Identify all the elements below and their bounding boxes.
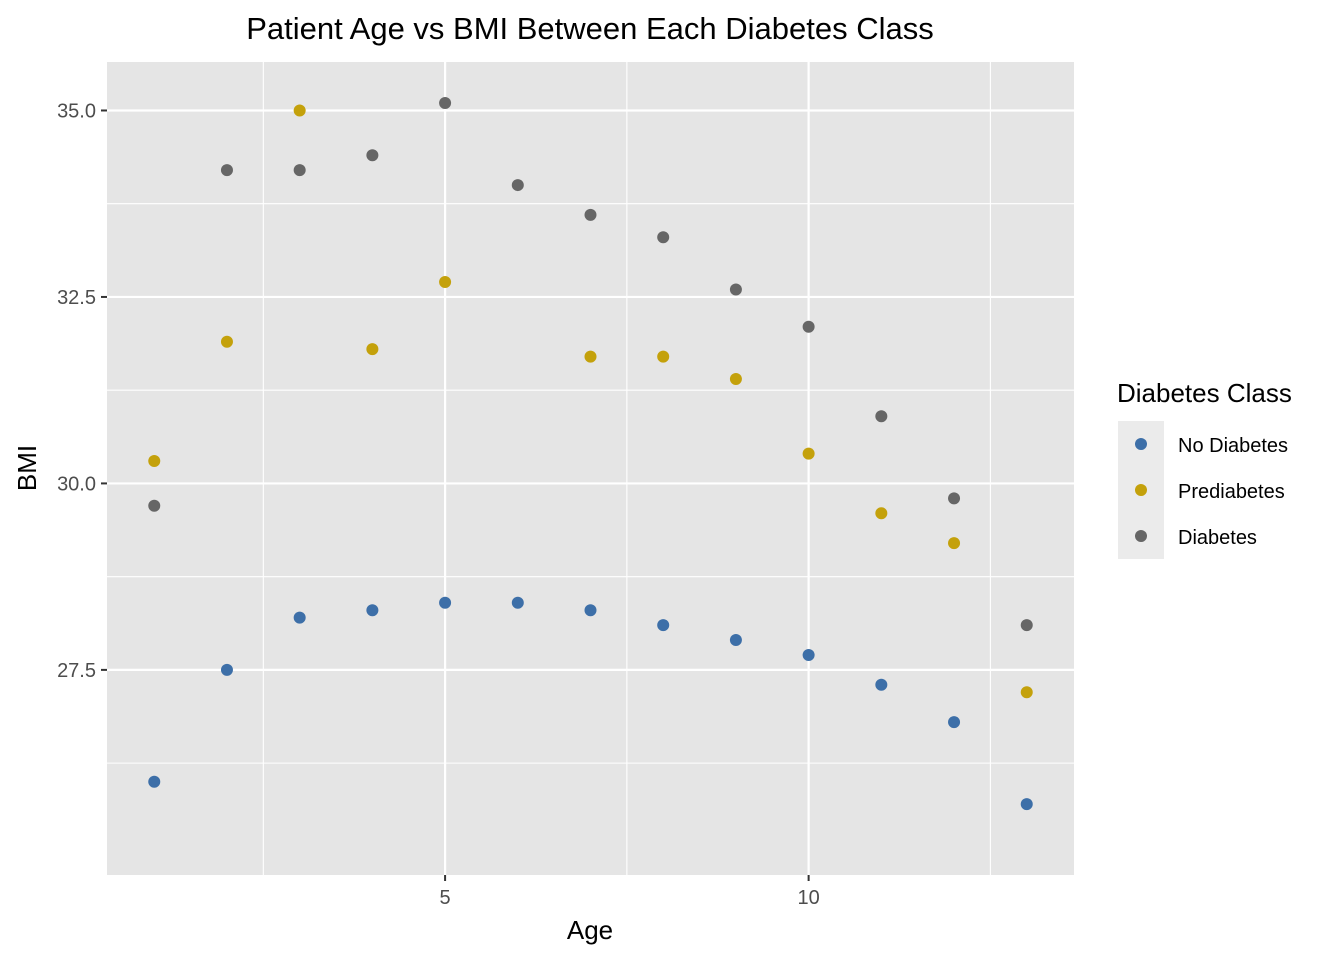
point-prediabetes: [220, 335, 233, 348]
point-diabetes: [439, 97, 452, 110]
grid-lines: [107, 62, 1074, 875]
point-no-diabetes: [439, 596, 452, 609]
point-diabetes: [293, 164, 306, 177]
point-prediabetes: [657, 350, 670, 363]
point-prediabetes: [366, 343, 379, 356]
point-diabetes: [511, 179, 524, 192]
point-prediabetes: [293, 104, 306, 117]
legend: Diabetes Class No Diabetes Prediabetes Dia…: [1117, 378, 1292, 559]
point-no-diabetes: [220, 663, 233, 676]
legend-key-prediabetes: [1135, 484, 1147, 496]
legend-key-no-diabetes: [1135, 438, 1147, 450]
point-no-diabetes: [293, 611, 306, 624]
point-prediabetes: [875, 507, 888, 520]
plot-panel: [107, 62, 1074, 875]
legend-item-diabetes: Diabetes: [1135, 527, 1257, 549]
axes: 27.5 30.0 32.5 35.0 5 10: [57, 100, 820, 909]
y-tick-label: 30.0: [57, 473, 96, 495]
legend-item-prediabetes: Prediabetes: [1135, 481, 1285, 503]
point-diabetes: [729, 283, 742, 296]
x-axis-title: Age: [567, 915, 613, 945]
point-no-diabetes: [802, 648, 815, 661]
legend-label: Prediabetes: [1178, 481, 1285, 503]
point-diabetes: [875, 410, 888, 423]
point-diabetes: [220, 164, 233, 177]
point-diabetes: [657, 231, 670, 244]
y-axis-title: BMI: [12, 445, 42, 491]
legend-title: Diabetes Class: [1117, 378, 1292, 408]
point-diabetes: [1020, 619, 1033, 632]
point-no-diabetes: [366, 604, 379, 617]
y-tick-label: 35.0: [57, 100, 96, 122]
point-prediabetes: [802, 447, 815, 460]
data-points: [148, 97, 1033, 811]
point-no-diabetes: [1020, 798, 1033, 811]
point-diabetes: [366, 149, 379, 162]
y-tick-label: 32.5: [57, 287, 96, 309]
legend-label: No Diabetes: [1178, 435, 1288, 457]
point-diabetes: [584, 208, 597, 221]
point-prediabetes: [584, 350, 597, 363]
point-diabetes: [948, 492, 961, 505]
point-no-diabetes: [148, 775, 161, 788]
legend-label: Diabetes: [1178, 527, 1257, 549]
x-tick-label: 5: [440, 887, 451, 909]
point-prediabetes: [148, 455, 161, 468]
point-no-diabetes: [729, 634, 742, 647]
point-prediabetes: [1020, 686, 1033, 699]
point-prediabetes: [948, 537, 961, 550]
point-no-diabetes: [948, 716, 961, 729]
point-no-diabetes: [875, 678, 888, 691]
x-tick-label: 10: [797, 887, 819, 909]
point-no-diabetes: [657, 619, 670, 632]
chart-title: Patient Age vs BMI Between Each Diabetes…: [246, 11, 934, 46]
point-no-diabetes: [584, 604, 597, 617]
y-tick-label: 27.5: [57, 660, 96, 682]
point-prediabetes: [439, 276, 452, 289]
point-prediabetes: [729, 372, 742, 385]
point-diabetes: [802, 320, 815, 333]
legend-item-no-diabetes: No Diabetes: [1135, 435, 1288, 457]
point-no-diabetes: [511, 596, 524, 609]
legend-key-diabetes: [1135, 530, 1147, 542]
point-diabetes: [148, 499, 161, 512]
